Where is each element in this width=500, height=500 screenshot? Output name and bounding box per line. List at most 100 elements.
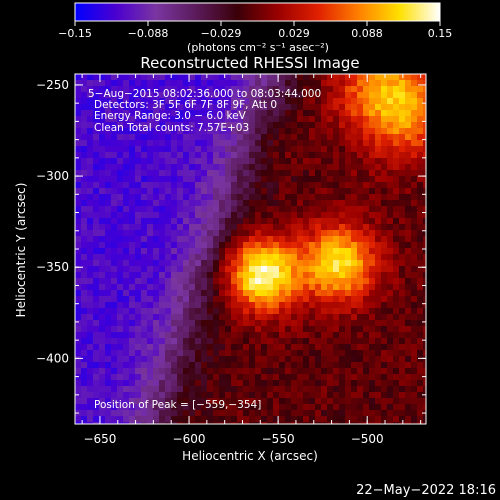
heatmap-cell	[87, 398, 94, 405]
heatmap-cell	[357, 236, 364, 243]
heatmap-cell	[225, 200, 232, 207]
heatmap-cell	[369, 296, 376, 303]
heatmap-cell	[177, 320, 184, 327]
heatmap-cell	[177, 350, 184, 357]
heatmap-cell	[363, 296, 370, 303]
heatmap-cell	[309, 236, 316, 243]
heatmap-cell	[279, 386, 286, 393]
heatmap-cell	[393, 338, 400, 345]
heatmap-cell	[165, 338, 172, 345]
heatmap-cell	[93, 362, 100, 369]
heatmap-cell	[339, 392, 346, 399]
time-range-text: 5−Aug−2015 08:02:36.000 to 08:03:44.000	[88, 88, 321, 100]
heatmap-cell	[387, 218, 394, 225]
heatmap-cell	[273, 146, 280, 153]
heatmap-cell	[153, 236, 160, 243]
heatmap-cell	[279, 290, 286, 297]
heatmap-cell	[411, 350, 418, 357]
heatmap-cell	[393, 122, 400, 129]
heatmap-cell	[249, 260, 256, 267]
heatmap-cell	[159, 152, 166, 159]
heatmap-cell	[333, 380, 340, 387]
heatmap-cell	[111, 356, 118, 363]
heatmap-cell	[387, 242, 394, 249]
heatmap-cell	[339, 374, 346, 381]
heatmap-cell	[327, 278, 334, 285]
heatmap-cell	[171, 320, 178, 327]
heatmap-cell	[333, 128, 340, 135]
heatmap-cell	[261, 326, 268, 333]
heatmap-cell	[387, 236, 394, 243]
heatmap-cell	[399, 416, 406, 423]
heatmap-cell	[249, 350, 256, 357]
heatmap-cell	[291, 92, 298, 99]
heatmap-cell	[327, 386, 334, 393]
heatmap-cell	[357, 326, 364, 333]
heatmap-cell	[297, 128, 304, 135]
heatmap-cell	[363, 104, 370, 111]
heatmap-cell	[357, 272, 364, 279]
heatmap-cell	[315, 188, 322, 195]
heatmap-cell	[105, 338, 112, 345]
heatmap-cell	[345, 128, 352, 135]
heatmap-cell	[141, 206, 148, 213]
heatmap-cell	[291, 272, 298, 279]
heatmap-cell	[357, 302, 364, 309]
heatmap-cell	[183, 74, 190, 81]
heatmap-cell	[411, 182, 418, 189]
heatmap-cell	[249, 86, 256, 93]
heatmap-cell	[405, 392, 412, 399]
heatmap-cell	[321, 128, 328, 135]
heatmap-cell	[375, 182, 382, 189]
heatmap-cell	[123, 266, 130, 273]
heatmap-cell	[225, 392, 232, 399]
heatmap-cell	[183, 182, 190, 189]
heatmap-cell	[171, 140, 178, 147]
heatmap-cell	[165, 284, 172, 291]
heatmap-cell	[411, 344, 418, 351]
heatmap-cell	[369, 140, 376, 147]
heatmap-cell	[213, 188, 220, 195]
heatmap-cell	[165, 416, 172, 423]
heatmap-cell	[255, 128, 262, 135]
heatmap-cell	[327, 104, 334, 111]
heatmap-cell	[219, 398, 226, 405]
heatmap-cell	[321, 338, 328, 345]
heatmap-cell	[291, 86, 298, 93]
heatmap-cell	[99, 410, 106, 417]
heatmap-cell	[363, 206, 370, 213]
heatmap-cell	[333, 230, 340, 237]
heatmap-cell	[243, 206, 250, 213]
heatmap-cell	[267, 350, 274, 357]
heatmap-cell	[99, 380, 106, 387]
heatmap-cell	[357, 134, 364, 141]
heatmap-cell	[423, 92, 426, 99]
heatmap-cell	[141, 326, 148, 333]
heatmap-cell	[375, 104, 382, 111]
heatmap-cell	[279, 320, 286, 327]
heatmap-cell	[417, 80, 424, 87]
heatmap-cell	[321, 308, 328, 315]
heatmap-cell	[255, 404, 262, 411]
heatmap-cell	[225, 218, 232, 225]
heatmap-cell	[171, 326, 178, 333]
heatmap-cell	[99, 260, 106, 267]
heatmap-cell	[267, 128, 274, 135]
heatmap-cell	[207, 176, 214, 183]
heatmap-cell	[255, 302, 262, 309]
heatmap-cell	[153, 80, 160, 87]
heatmap-cell	[261, 134, 268, 141]
heatmap-cell	[411, 98, 418, 105]
heatmap-cell	[225, 320, 232, 327]
heatmap-cell	[147, 404, 154, 411]
heatmap-cell	[261, 146, 268, 153]
heatmap-cell	[99, 266, 106, 273]
heatmap-cell	[171, 338, 178, 345]
heatmap-cell	[177, 122, 184, 129]
heatmap-cell	[81, 422, 88, 424]
heatmap-cell	[327, 188, 334, 195]
heatmap-cell	[261, 380, 268, 387]
heatmap-cell	[315, 110, 322, 117]
heatmap-cell	[237, 362, 244, 369]
heatmap-cell	[93, 260, 100, 267]
